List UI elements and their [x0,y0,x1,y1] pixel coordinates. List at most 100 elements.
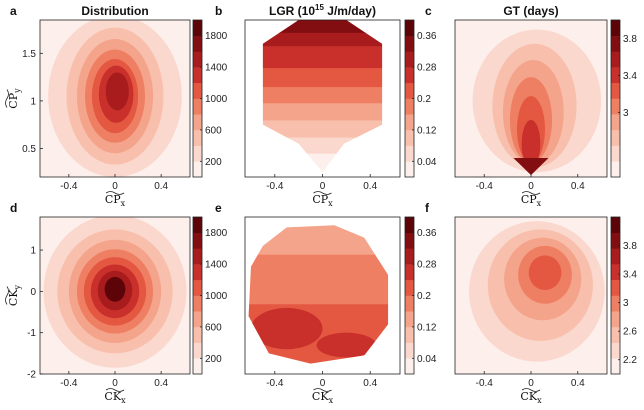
colorbar-segment [193,35,202,52]
x-tick-label: -0.4 [476,181,494,192]
x-tick-label: 0.4 [154,378,168,389]
y-tick-label: -1 [27,328,36,339]
plot-area [455,20,607,177]
colorbar-segment [193,326,202,343]
colorbar-segment [193,264,202,281]
contour-level-6 [105,72,129,111]
x-axis-label-main: CP [521,193,537,206]
x-axis-label-sub: x [121,199,126,208]
contour-peak [513,157,549,176]
colorbar: 0.04 0.12 0.2 0.28 0.36 [404,216,437,375]
plot-area [455,217,607,374]
contour-patch-0 [250,307,323,350]
colorbar-segment [611,311,620,328]
colorbar-tick-label: 0.12 [417,125,437,136]
colorbar-segment [193,51,202,68]
x-axis-label: CPx [105,193,126,208]
colorbar: 200 600 1000 1400 1800 [192,19,228,178]
colorbar-tick-label: 200 [205,354,222,365]
colorbar-tick-label: 600 [205,125,222,136]
panel-letter: a [10,4,17,18]
chart-title-main: LGR (10 [269,4,315,18]
x-tick-label: 0 [528,378,534,389]
contour-band-4 [262,86,383,104]
colorbar-segment [611,217,620,233]
colorbar-segment [611,67,620,84]
x-axis-label-sub: x [328,199,333,208]
y-tick-label: 0.5 [22,144,36,155]
data-domain [262,20,383,173]
colorbar-frame [610,216,621,375]
colorbar-segment [193,20,202,36]
y-axis-label-sub: y [13,284,22,290]
y-axis-label: CKy [7,284,22,306]
colorbar-segment [193,295,202,312]
x-axis-label-main: CK [312,390,329,403]
x-tick-label: 0 [320,378,326,389]
colorbar-segment [611,232,620,249]
colorbar-segment [193,145,202,162]
panel-letter: d [10,201,17,215]
chart-title-sup: 15 [315,3,324,12]
colorbar-tick-label: 1400 [205,260,228,271]
colorbar-segment [193,67,202,84]
y-tick-label: 1 [30,246,36,257]
x-axis-label-sub: x [537,199,542,208]
y-tick-label: -2 [27,370,36,381]
colorbar-tick-label: 0.36 [417,228,437,239]
colorbar-segment [193,311,202,328]
colorbar-tick-label: 3 [623,298,629,309]
colorbar-tick-label: 3.8 [623,34,637,45]
colorbar-segment [193,358,202,375]
x-axis-label-main: CP [105,193,121,206]
colorbar-segment [193,114,202,131]
y-axis-label-main: CK [7,289,20,306]
contour-band-2 [262,119,383,138]
colorbar-frame [610,19,621,178]
colorbar-tick-label: 3.4 [623,270,637,281]
colorbar-segment [193,129,202,146]
colorbar-segment [405,264,414,281]
y-axis-label: CPy [7,88,22,109]
x-tick-label: 0.4 [571,378,585,389]
colorbar-segment [193,248,202,265]
colorbar-tick-label: 0.28 [417,260,437,271]
colorbar-segment [611,358,620,375]
plot-area [40,217,190,374]
colorbar: 3 3.4 3.8 [610,19,637,178]
chart-title-tail: J/m/day) [324,4,376,18]
colorbar-tick-label: 0.04 [417,157,437,168]
colorbar-segment [611,264,620,281]
x-axis-label: CKx [520,390,542,405]
x-axis-label-main: CK [520,390,537,403]
colorbar-tick-label: 2.2 [623,355,637,366]
y-axis-label-group: CKy [5,284,22,306]
colorbar-segment [405,82,414,99]
x-tick-label: 0.4 [363,181,377,192]
colorbar-tick-label: 0.28 [417,63,437,74]
x-axis-tilde [313,388,332,392]
chart-title: LGR (1015 J/m/day) [269,3,376,18]
contour-band-7 [262,32,383,47]
colorbar-tick-label: 2.6 [623,327,637,338]
y-axis-tilde [5,89,9,108]
colorbar-segment [611,98,620,115]
colorbar-segment [611,20,620,36]
colorbar-tick-label: 1400 [205,63,228,74]
x-axis-label: CPx [521,193,542,208]
colorbar-tick-label: 0.2 [417,94,431,105]
colorbar-segment [405,248,414,265]
colorbar-segment [611,51,620,68]
x-tick-label: -0.4 [266,181,284,192]
data-domain [248,225,389,364]
colorbar-segment [405,326,414,343]
x-axis-label-main: CP [312,193,328,206]
colorbar-segment [193,82,202,99]
colorbar-tick-label: 1800 [205,31,228,42]
colorbar-segment [405,51,414,68]
colorbar-tick-label: 0.12 [417,322,437,333]
